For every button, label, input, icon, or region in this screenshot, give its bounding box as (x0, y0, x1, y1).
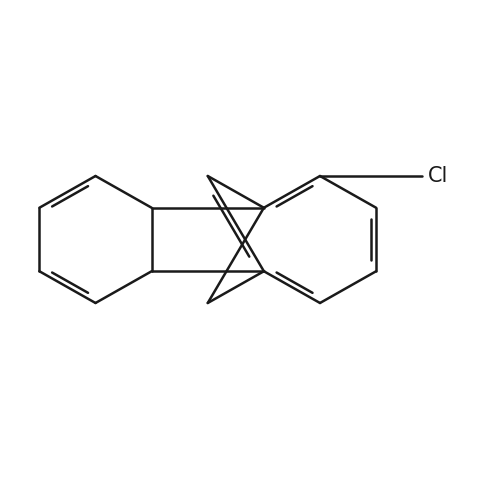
Text: Cl: Cl (428, 166, 448, 186)
